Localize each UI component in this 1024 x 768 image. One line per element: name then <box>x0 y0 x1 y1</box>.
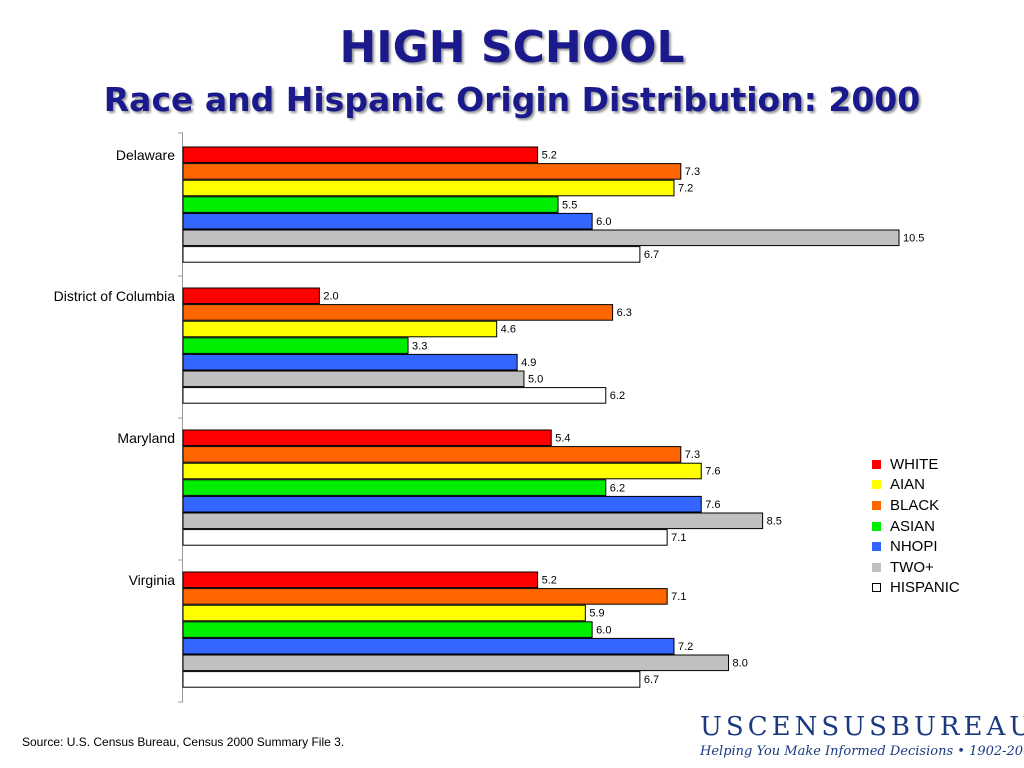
bar-black <box>182 588 668 605</box>
legend-swatch <box>872 583 881 593</box>
data-label: 5.9 <box>589 608 604 620</box>
legend-label: TWO+ <box>890 558 934 576</box>
data-label: 7.1 <box>671 532 686 544</box>
chart-legend: WHITE AIAN BLACK ASIAN NHOPI TWO+ HISPANIC <box>872 454 960 598</box>
bar-asian <box>182 196 559 213</box>
bar-two <box>182 512 764 530</box>
data-label: 7.3 <box>685 166 700 178</box>
data-label: 6.0 <box>596 624 611 636</box>
data-label: 8.5 <box>767 516 782 528</box>
category-label: Virginia <box>129 572 176 588</box>
data-label: 6.0 <box>596 216 611 228</box>
data-label: 7.2 <box>678 641 693 653</box>
data-label: 4.6 <box>501 324 516 336</box>
category-label: District of Columbia <box>54 288 176 304</box>
data-label: 2.0 <box>323 291 338 303</box>
bar-black <box>182 446 682 463</box>
legend-label: WHITE <box>890 455 939 473</box>
data-label: 5.5 <box>562 199 577 211</box>
legend-swatch <box>872 521 881 531</box>
bar-aian <box>182 179 675 197</box>
bar-asian <box>182 337 409 354</box>
data-label: 6.3 <box>617 307 632 319</box>
bar-nhopi <box>182 353 518 371</box>
bar-hispanic <box>182 671 641 688</box>
data-label: 5.2 <box>542 150 557 162</box>
legend-item: ASIAN <box>872 516 960 537</box>
bar-asian <box>182 621 593 638</box>
legend-swatch <box>872 500 881 510</box>
bar-asian <box>182 479 607 496</box>
data-label: 4.9 <box>521 357 536 369</box>
data-label: 3.3 <box>412 340 427 352</box>
legend-label: NHOPI <box>890 538 938 556</box>
data-label: 7.3 <box>685 449 700 461</box>
bar-two <box>182 370 525 388</box>
bar-white <box>182 146 539 164</box>
data-label: 5.0 <box>528 374 543 386</box>
data-label: 5.2 <box>542 575 557 587</box>
bar-black <box>182 304 614 321</box>
chart-subtitle: Race and Hispanic Origin Distribution: 2… <box>103 80 921 119</box>
source-note: Source: U.S. Census Bureau, Census 2000 … <box>22 735 345 749</box>
data-label: 7.6 <box>705 499 720 511</box>
bar-two <box>182 654 730 672</box>
data-label: 6.2 <box>610 390 625 402</box>
bar-white <box>182 571 539 589</box>
chart-title: HIGH SCHOOL <box>339 22 685 73</box>
category-label: Delaware <box>116 147 175 163</box>
bar-nhopi <box>182 212 593 230</box>
legend-item: HISPANIC <box>872 578 960 599</box>
bar-hispanic <box>182 246 641 263</box>
logo-tagline: Helping You Make Informed Decisions • 19… <box>700 744 1024 759</box>
data-label: 6.2 <box>610 482 625 494</box>
data-label: 7.1 <box>671 591 686 603</box>
legend-label: BLACK <box>890 496 940 514</box>
data-label: 7.2 <box>678 183 693 195</box>
bar-nhopi <box>182 637 675 655</box>
logo-wordmark: USCENSUSBUREAU <box>700 712 1024 742</box>
bar-black <box>182 163 682 180</box>
legend-label: AIAN <box>890 476 926 494</box>
category-label: Maryland <box>117 430 175 446</box>
bar-white <box>182 287 320 305</box>
data-label: 6.7 <box>644 674 659 686</box>
legend-item: BLACK <box>872 495 960 516</box>
legend-item: AIAN <box>872 475 960 496</box>
legend-item: NHOPI <box>872 536 960 557</box>
legend-label: ASIAN <box>890 517 936 535</box>
data-label: 6.7 <box>644 249 659 261</box>
bar-hispanic <box>182 529 668 546</box>
bar-aian <box>182 320 498 338</box>
bar-hispanic <box>182 387 607 404</box>
bar-nhopi <box>182 495 702 513</box>
legend-item: TWO+ <box>872 557 960 578</box>
bar-two <box>182 229 900 247</box>
bar-aian <box>182 462 702 480</box>
bar-white <box>182 429 552 447</box>
legend-swatch <box>872 459 881 469</box>
legend-swatch <box>872 562 881 572</box>
legend-label: HISPANIC <box>890 579 960 597</box>
legend-swatch <box>872 542 881 552</box>
data-label: 10.5 <box>903 233 924 245</box>
legend-item: WHITE <box>872 454 960 475</box>
data-label: 8.0 <box>733 658 748 670</box>
census-bureau-logo: USCENSUSBUREAU Helping You Make Informed… <box>700 712 1024 759</box>
bar-aian <box>182 604 586 622</box>
data-label: 7.6 <box>705 466 720 478</box>
data-label: 5.4 <box>555 433 570 445</box>
legend-swatch <box>872 480 881 490</box>
